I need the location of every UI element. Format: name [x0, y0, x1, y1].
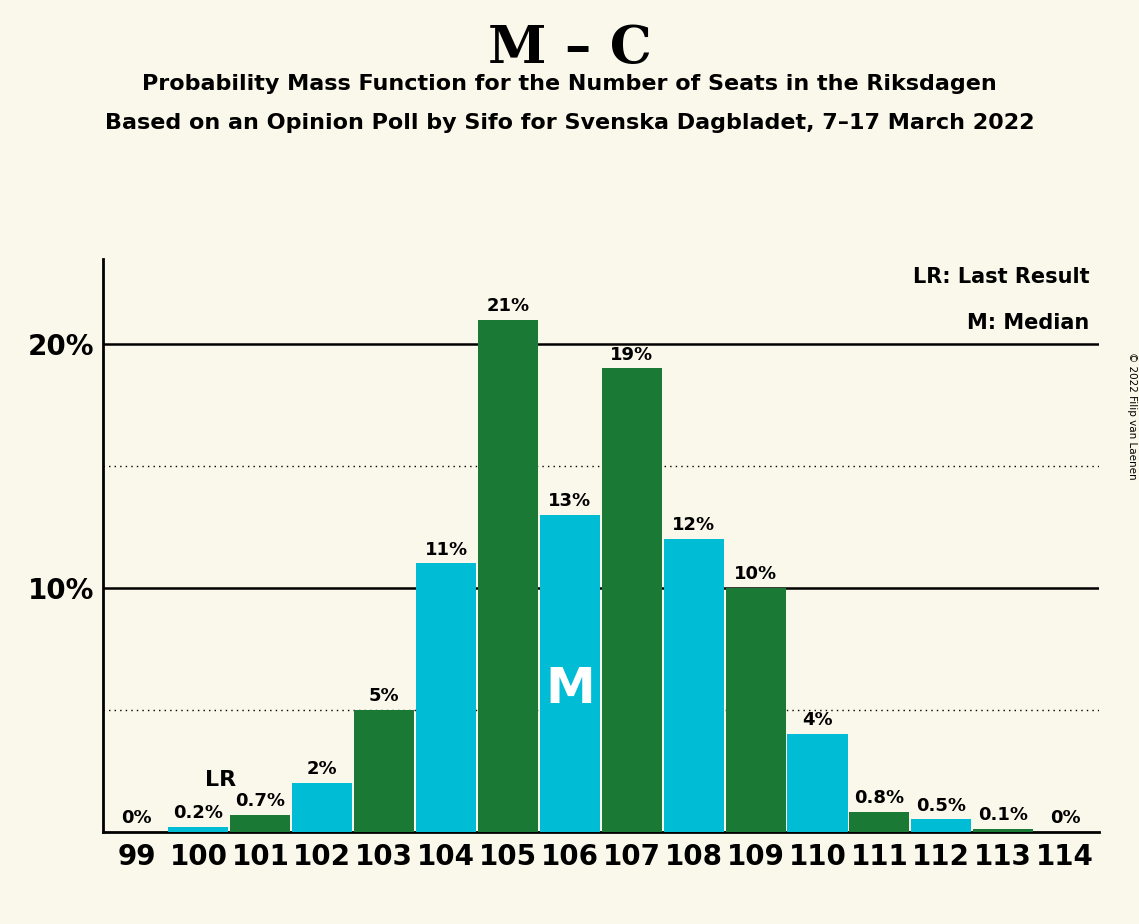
Text: 0.5%: 0.5%	[916, 796, 966, 815]
Text: 5%: 5%	[369, 687, 400, 705]
Text: 4%: 4%	[802, 711, 833, 729]
Text: 19%: 19%	[611, 346, 654, 363]
Bar	[354, 710, 415, 832]
Text: LR: Last Result: LR: Last Result	[912, 267, 1089, 287]
Text: 0%: 0%	[121, 808, 151, 827]
Text: 2%: 2%	[306, 760, 337, 778]
Text: 12%: 12%	[672, 517, 715, 534]
Bar	[169, 827, 229, 832]
Text: 0.8%: 0.8%	[854, 789, 904, 808]
Text: M: Median: M: Median	[967, 313, 1089, 334]
Bar	[911, 820, 972, 832]
Bar	[664, 539, 723, 832]
Text: 0.7%: 0.7%	[236, 792, 286, 809]
Text: © 2022 Filip van Laenen: © 2022 Filip van Laenen	[1126, 352, 1137, 480]
Text: 0%: 0%	[1050, 808, 1081, 827]
Text: M: M	[544, 665, 595, 713]
Text: 10%: 10%	[734, 565, 777, 583]
Bar	[973, 829, 1033, 832]
Bar	[850, 812, 909, 832]
Bar	[540, 515, 600, 832]
Bar	[787, 734, 847, 832]
Bar	[230, 815, 290, 832]
Bar	[293, 783, 352, 832]
Bar	[416, 564, 476, 832]
Text: Probability Mass Function for the Number of Seats in the Riksdagen: Probability Mass Function for the Number…	[142, 74, 997, 94]
Bar	[726, 588, 786, 832]
Bar	[601, 369, 662, 832]
Text: 21%: 21%	[486, 297, 530, 315]
Bar	[478, 320, 538, 832]
Text: M – C: M – C	[487, 23, 652, 74]
Text: 0.2%: 0.2%	[173, 804, 223, 821]
Text: Based on an Opinion Poll by Sifo for Svenska Dagbladet, 7–17 March 2022: Based on an Opinion Poll by Sifo for Sve…	[105, 113, 1034, 133]
Text: LR: LR	[205, 771, 236, 790]
Text: 13%: 13%	[548, 492, 591, 510]
Text: 0.1%: 0.1%	[978, 807, 1029, 824]
Text: 11%: 11%	[425, 541, 468, 559]
